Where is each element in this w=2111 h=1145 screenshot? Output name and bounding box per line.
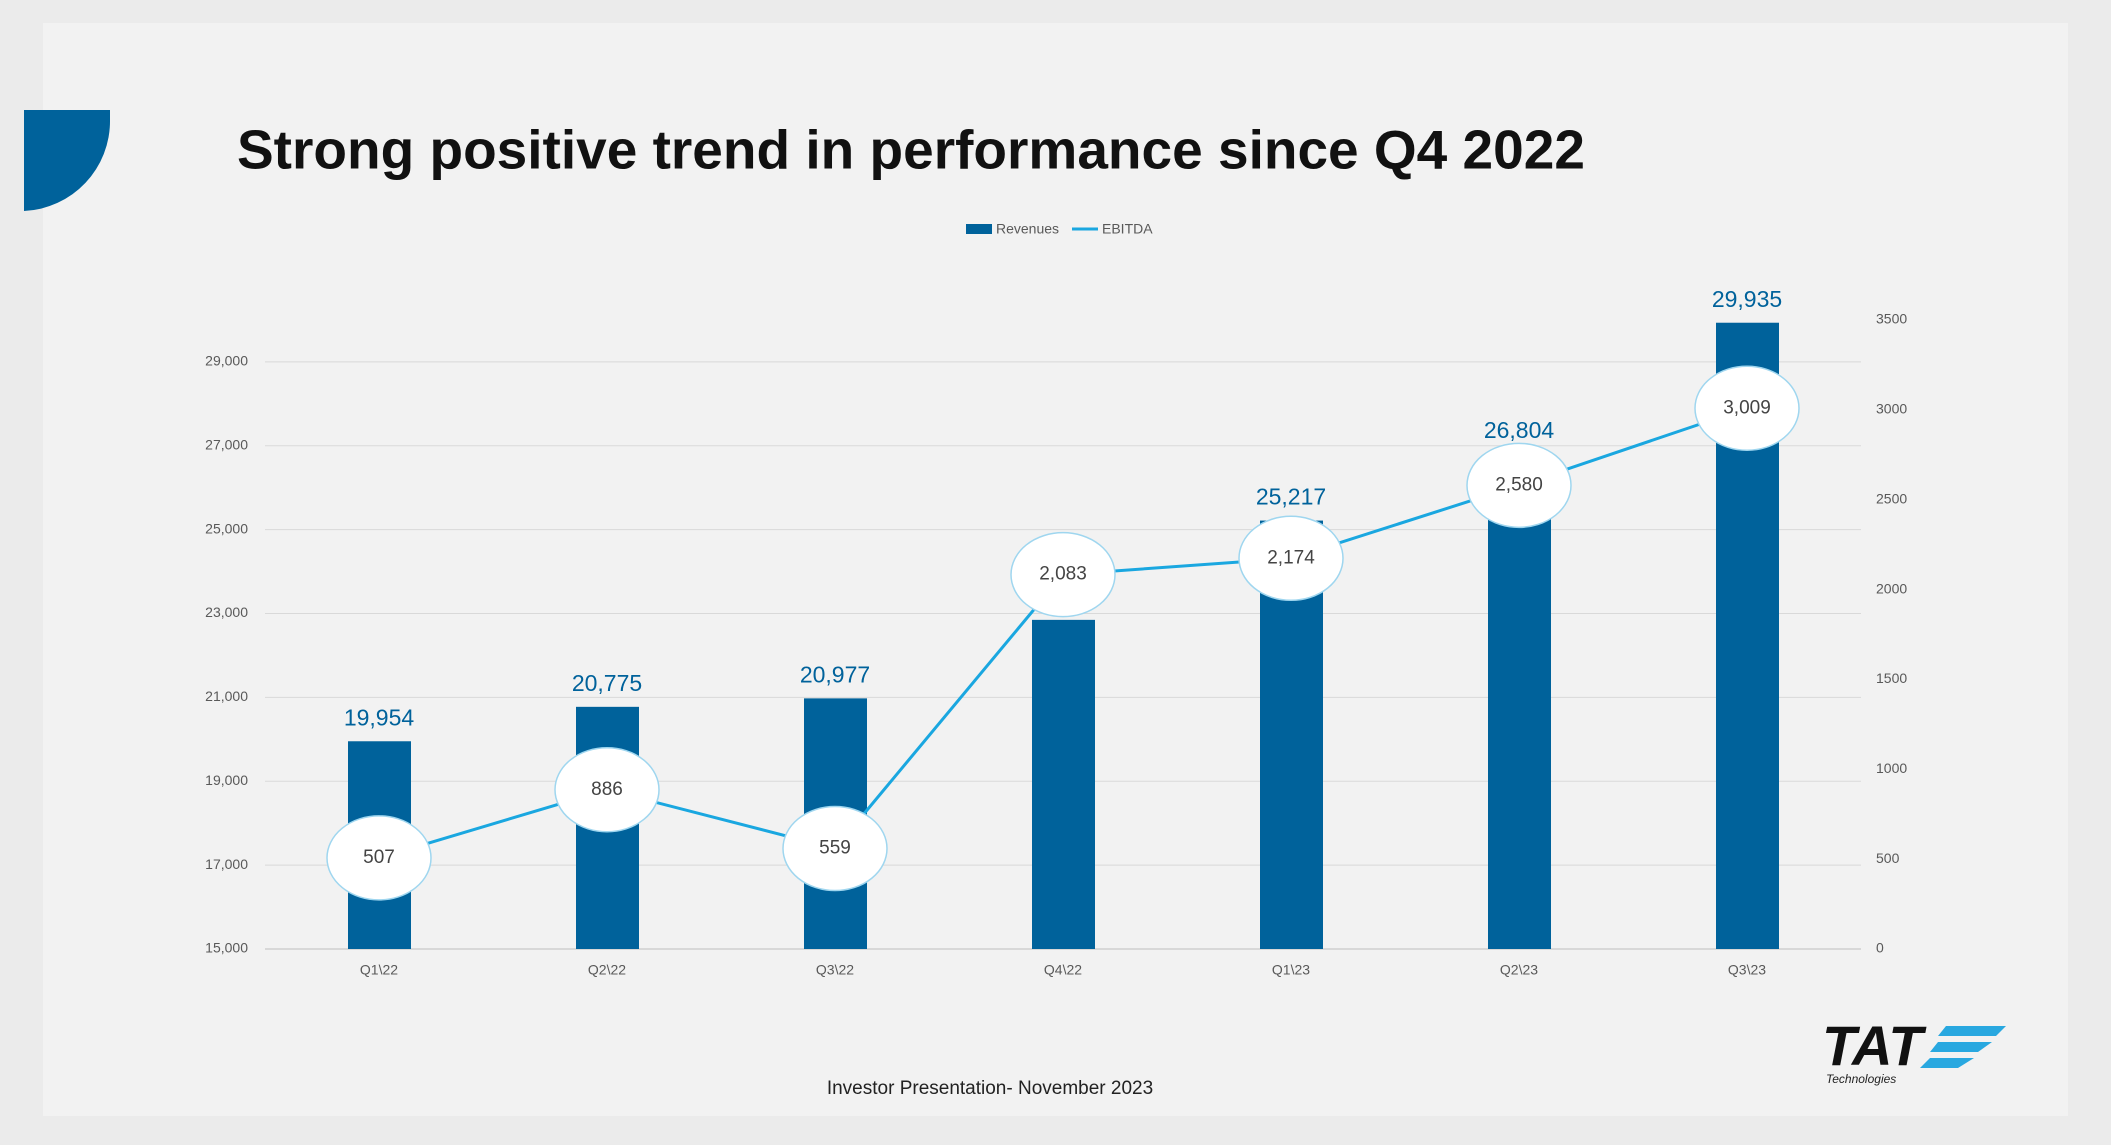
y2-tick-label: 2000: [1876, 580, 1907, 596]
y-tick-label: 21,000: [205, 688, 248, 704]
logo-subtitle: Technologies: [1826, 1072, 1896, 1086]
logo: TAT Technologies: [1822, 1014, 2006, 1086]
line-value-label: 2,083: [1039, 564, 1087, 585]
bar-value-label: 29,935: [1712, 286, 1782, 312]
bar: [1488, 454, 1551, 949]
line-value-label: 2,174: [1267, 547, 1315, 568]
y-tick-label: 15,000: [205, 940, 248, 956]
legend-swatch: [966, 224, 992, 234]
line-value-label: 886: [591, 779, 623, 800]
y2-tick-label: 500: [1876, 850, 1900, 866]
y-tick-label: 23,000: [205, 604, 248, 620]
footer: Investor Presentation- November 2023: [827, 1078, 1153, 1099]
y-tick-label: 19,000: [205, 772, 248, 788]
y-tick-label: 25,000: [205, 520, 248, 536]
x-tick-label: Q2\23: [1500, 962, 1538, 978]
y2-tick-label: 2500: [1876, 490, 1907, 506]
data-bubble: [554, 747, 660, 833]
y-tick-label: 29,000: [205, 353, 248, 369]
legend-label: EBITDA: [1102, 221, 1153, 237]
y2-tick-label: 1500: [1876, 670, 1907, 686]
logo-name: TAT: [1822, 1014, 1927, 1077]
x-tick-label: Q3\23: [1728, 962, 1766, 978]
data-bubble: [1694, 365, 1800, 451]
bar-value-label: 26,804: [1484, 417, 1555, 443]
data-bubble: [1238, 515, 1344, 602]
y2-tick-label: 3000: [1876, 401, 1907, 417]
line-value-label: 3,009: [1723, 397, 1771, 418]
bar: [1032, 619, 1095, 949]
x-tick-label: Q1\22: [360, 962, 398, 978]
bar-value-label: 19,954: [344, 704, 415, 730]
bar-value-label: 20,775: [572, 670, 642, 696]
data-bubble: [1010, 531, 1116, 618]
x-tick-label: Q4\22: [1044, 962, 1082, 978]
y2-tick-label: 3500: [1876, 311, 1907, 327]
y-tick-label: 27,000: [205, 437, 248, 453]
line-value-label: 507: [363, 847, 395, 868]
y2-tick-label: 0: [1876, 940, 1884, 956]
bar-value-label: 25,217: [1256, 484, 1326, 510]
legend-label: Revenues: [996, 221, 1059, 237]
corner-shape: [24, 110, 111, 211]
line-value-label: 559: [819, 838, 851, 859]
x-tick-label: Q2\22: [588, 962, 626, 978]
data-bubble: [1466, 442, 1572, 529]
data-bubble: [782, 805, 888, 892]
logo-stripes: [1920, 1026, 2006, 1068]
x-tick-label: Q1\23: [1272, 962, 1310, 978]
line-value-label: 2,580: [1495, 474, 1543, 495]
y2-tick-label: 1000: [1876, 760, 1907, 776]
x-tick-label: Q3\22: [816, 962, 854, 978]
y-tick-label: 17,000: [205, 856, 248, 872]
data-bubble: [326, 815, 432, 901]
chart-title: Strong positive trend in performance sin…: [237, 119, 1585, 181]
bar-value-label: 20,977: [800, 661, 870, 687]
